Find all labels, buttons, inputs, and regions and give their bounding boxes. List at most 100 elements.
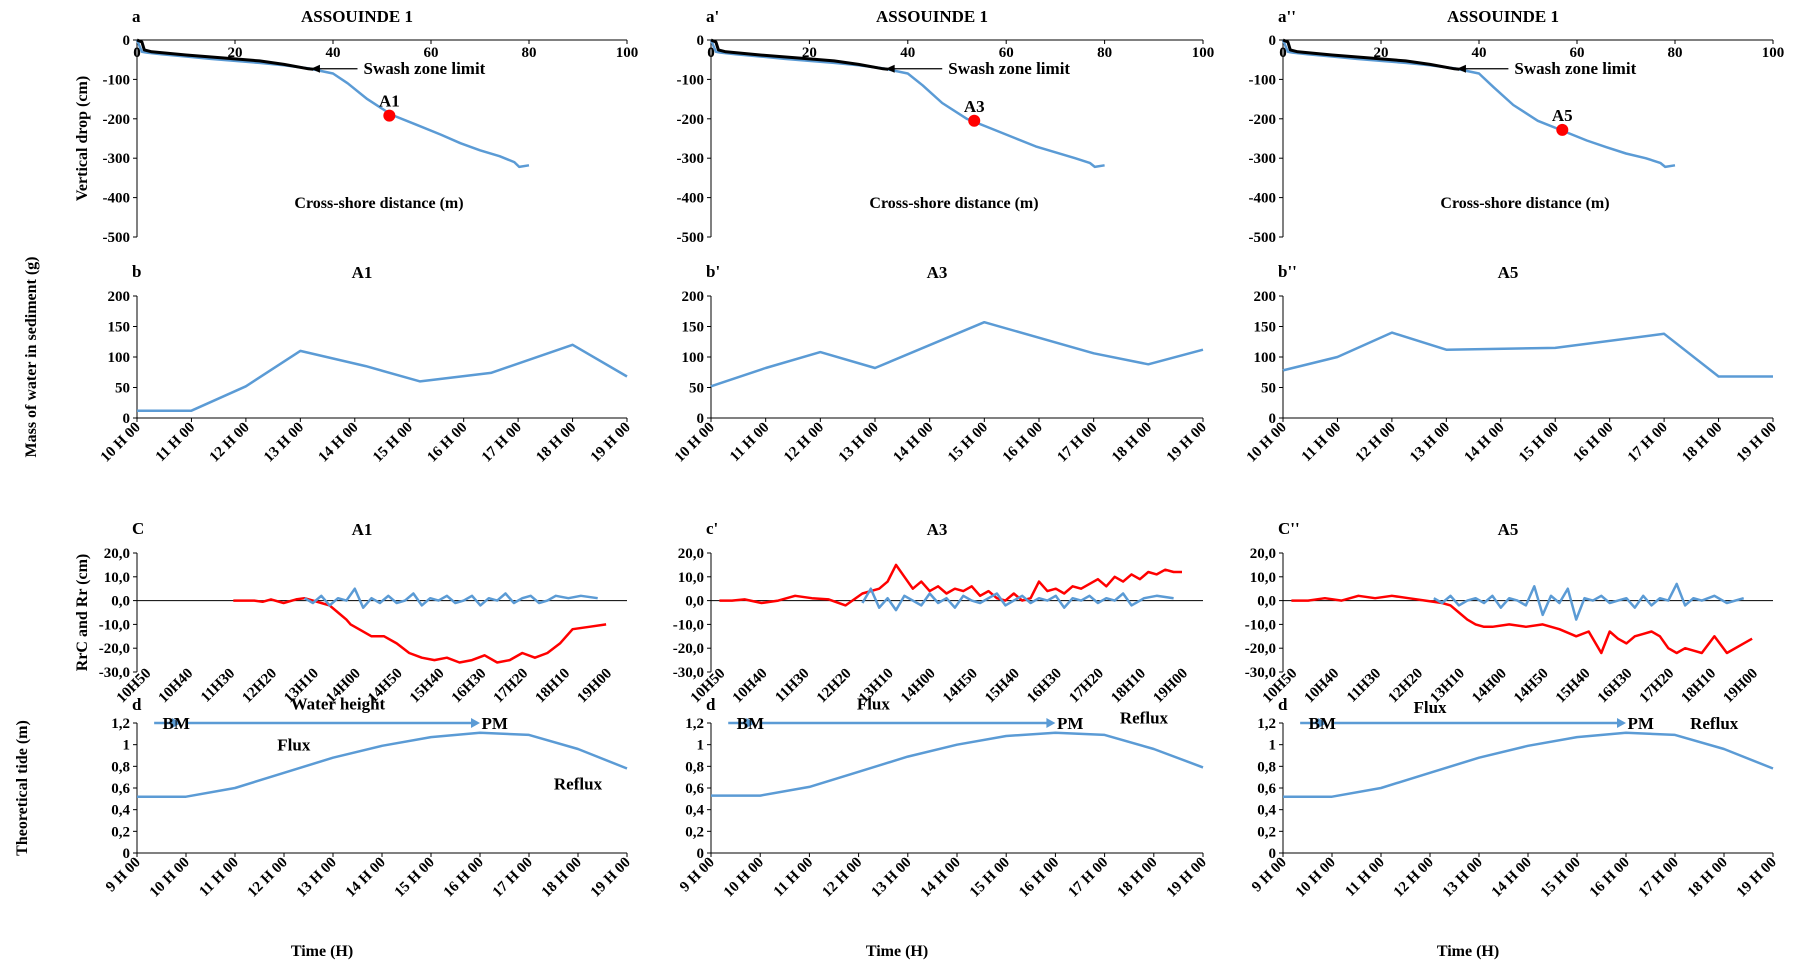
x-tick-label: 10 H 00 bbox=[1293, 855, 1339, 901]
x-tick-label: 16 H 00 bbox=[1587, 855, 1633, 901]
x-tick-label: 11 H 00 bbox=[727, 420, 772, 465]
y-tick-label: 50 bbox=[1261, 381, 1276, 397]
series-line-blue bbox=[137, 343, 628, 412]
series-line-red bbox=[233, 596, 607, 664]
x-tick-label: 19 H 00 bbox=[1164, 855, 1210, 901]
chart-panel-d1: 9 H 00 10 H 00 11 H 00 12 H 00 13 H 00 14 H 0… bbox=[14, 695, 634, 961]
y-tick-label: 1 bbox=[123, 738, 131, 754]
chart-title: A5 bbox=[1498, 263, 1519, 282]
chart-title: A3 bbox=[927, 520, 948, 539]
x-tick-label: 18 H 00 bbox=[1685, 855, 1731, 901]
series-line-blue bbox=[861, 587, 1174, 612]
x-tick-label: 17 H 00 bbox=[479, 420, 525, 466]
x-tick-label: 13 H 00 bbox=[869, 855, 915, 901]
swash-arrow-head bbox=[1456, 64, 1466, 73]
x-tick-label: 10 H 00 bbox=[98, 420, 144, 466]
x-tick-label: 14H00 bbox=[1469, 666, 1510, 707]
y-tick-label: 1 bbox=[1269, 738, 1277, 754]
x-tick-label: 17 H 00 bbox=[1636, 855, 1682, 901]
x-tick-label: 12 H 00 bbox=[781, 420, 827, 466]
x-tick-label: 14H50 bbox=[1511, 666, 1552, 707]
chart-panel-d2: 9 H 00 10 H 00 11 H 00 12 H 00 13 H 00 14 H 0… bbox=[677, 695, 1210, 961]
y-tick-label: -100 bbox=[677, 72, 705, 88]
y-tick-label: 0 bbox=[123, 846, 131, 862]
x-tick-label: 14 H 00 bbox=[890, 420, 936, 466]
x-tick-label: 19 H 00 bbox=[588, 420, 634, 466]
y-tick-label: -10,0 bbox=[99, 617, 130, 633]
x-tick-label: 80 bbox=[522, 45, 537, 61]
y-tick-label: 0 bbox=[1269, 846, 1277, 862]
panel-letter: d bbox=[706, 695, 716, 714]
y-tick-label: -100 bbox=[1249, 72, 1277, 88]
y-tick-label: -400 bbox=[1249, 191, 1277, 207]
annotation-label: Water height bbox=[291, 695, 386, 714]
x-tick-label: 16H30 bbox=[1595, 666, 1636, 707]
series-line-blue bbox=[303, 587, 598, 609]
x-tick-label: 60 bbox=[1570, 45, 1585, 61]
y-tick-label: -100 bbox=[103, 72, 131, 88]
chart-panel-a2: 0 20 40 60 80 1000-100-200-300-400-500A3Swash… bbox=[677, 7, 1215, 246]
y-tick-label: 0,6 bbox=[685, 781, 704, 797]
y-axis-title: RrC and Rr (cm) bbox=[74, 554, 91, 671]
x-tick-label: 11 H 00 bbox=[771, 855, 816, 900]
annotation-label: Flux bbox=[1413, 698, 1447, 717]
x-axis-title: Time (H) bbox=[291, 943, 353, 960]
y-tick-label: -200 bbox=[103, 112, 131, 128]
x-tick-label: 15 H 00 bbox=[370, 420, 416, 466]
annotation-label: BM bbox=[1309, 714, 1336, 733]
y-tick-label: 100 bbox=[108, 350, 131, 366]
annotation-label: BM bbox=[163, 714, 190, 733]
chart-title: A3 bbox=[927, 263, 948, 282]
y-tick-label: 0,8 bbox=[685, 759, 704, 775]
x-tick-label: 16 H 00 bbox=[1000, 420, 1046, 466]
x-tick-label: 80 bbox=[1097, 45, 1112, 61]
x-tick-label: 20 bbox=[1374, 45, 1389, 61]
x-tick-label: 16 H 00 bbox=[1016, 855, 1062, 901]
panel-letter: C'' bbox=[1278, 519, 1300, 538]
x-tick-label: 19 H 00 bbox=[588, 855, 634, 901]
x-tick-label: 19H00 bbox=[574, 666, 615, 707]
series-line-blue bbox=[710, 320, 1204, 388]
y-tick-label: 150 bbox=[1254, 320, 1277, 336]
chart-panel-d3: 9 H 00 10 H 00 11 H 00 12 H 00 13 H 00 14 H 0… bbox=[1249, 695, 1780, 960]
x-tick-label: 15H40 bbox=[407, 666, 448, 707]
y-tick-label: 0,8 bbox=[111, 759, 130, 775]
panel-letter: b'' bbox=[1278, 262, 1297, 281]
x-tick-label: 19H00 bbox=[1150, 666, 1191, 707]
x-tick-label: 18 H 00 bbox=[1115, 855, 1161, 901]
x-tick-label: 14 H 00 bbox=[1462, 420, 1508, 466]
x-tick-label: 17 H 00 bbox=[490, 855, 536, 901]
x-tick-label: 16 H 00 bbox=[441, 855, 487, 901]
y-tick-label: 20,0 bbox=[104, 546, 130, 562]
chart-title: A1 bbox=[352, 520, 373, 539]
y-tick-label: 10,0 bbox=[678, 570, 704, 586]
series-line-blue bbox=[1433, 582, 1745, 621]
y-tick-label: -400 bbox=[677, 191, 705, 207]
annotation-label: Reflux bbox=[1120, 709, 1169, 728]
chart-panel-c3: 10H50 10H40 11H30 12H20 13H10 14H00 14H50 15H40… bbox=[1245, 519, 1773, 706]
x-tick-label: 15 H 00 bbox=[392, 855, 438, 901]
y-tick-label: 0 bbox=[1269, 33, 1277, 49]
y-tick-label: 10,0 bbox=[104, 570, 130, 586]
x-tick-label: 18 H 00 bbox=[1679, 420, 1725, 466]
y-tick-label: 1 bbox=[697, 738, 705, 754]
y-tick-label: 0,6 bbox=[111, 781, 130, 797]
sample-point-label: A3 bbox=[964, 97, 985, 116]
x-tick-label: 15 H 00 bbox=[1538, 855, 1584, 901]
series-line-swash bbox=[136, 38, 314, 71]
swash-zone-label: Swash zone limit bbox=[948, 59, 1070, 78]
y-tick-label: 200 bbox=[682, 289, 705, 305]
y-tick-label: 0 bbox=[1269, 411, 1277, 427]
swash-arrow-head bbox=[885, 64, 895, 73]
x-tick-label: 80 bbox=[1668, 45, 1683, 61]
panel-letter: c' bbox=[706, 519, 718, 538]
tide-arrow-head bbox=[172, 718, 182, 728]
annotation-label: Reflux bbox=[1690, 714, 1739, 733]
panel-letter: b' bbox=[706, 262, 720, 281]
x-tick-label: 16H30 bbox=[449, 666, 490, 707]
y-tick-label: -10,0 bbox=[1245, 617, 1276, 633]
y-tick-label: -300 bbox=[1249, 151, 1277, 167]
y-tick-label: -30,0 bbox=[99, 665, 130, 681]
panel-letter: d bbox=[1278, 695, 1288, 714]
x-tick-label: 11H30 bbox=[198, 666, 238, 706]
